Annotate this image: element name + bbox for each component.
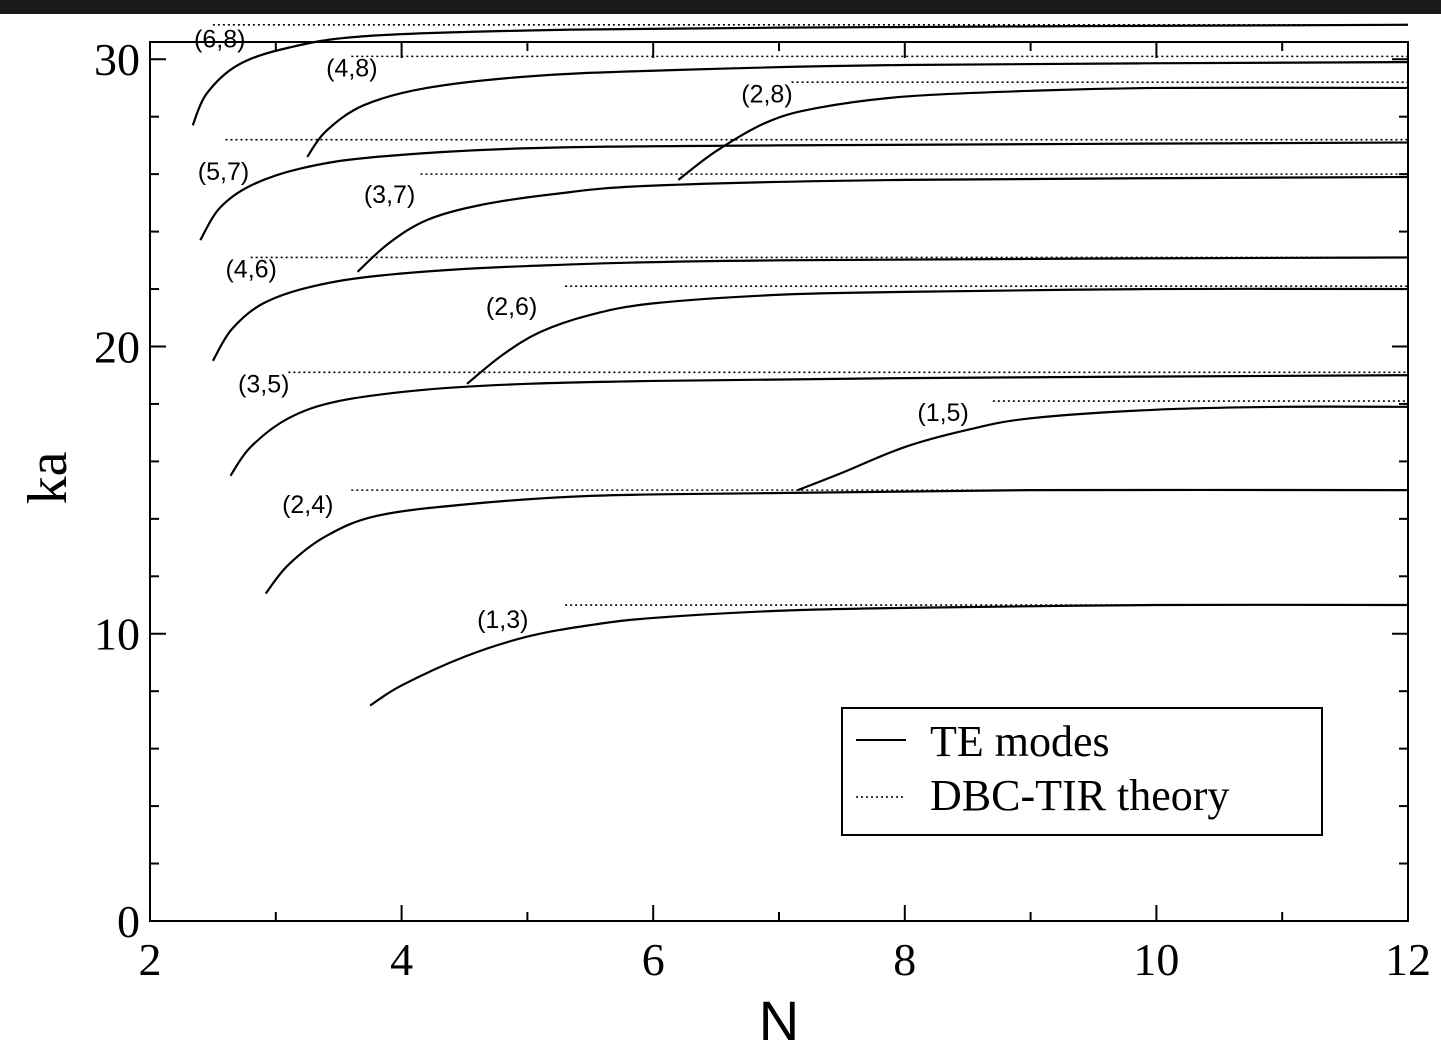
mode-label-4-8: (4,8) <box>326 54 377 82</box>
mode-label-3-7: (3,7) <box>364 181 415 209</box>
te-mode-curve-2-8 <box>677 86 1409 181</box>
te-mode-curve-1-5 <box>797 405 1409 492</box>
x-tick-label: 10 <box>1133 934 1179 985</box>
te-mode-curve-4-8 <box>306 61 1409 158</box>
mode-label-2-8: (2,8) <box>741 80 792 108</box>
tick-labels: 2 4 6 8 10 12 0 10 20 30 <box>94 34 1431 985</box>
mode-label-4-6: (4,6) <box>225 256 276 284</box>
te-mode-curve-1-3 <box>369 603 1409 707</box>
top-dark-bar <box>0 0 1441 14</box>
y-tick-label: 20 <box>94 321 140 372</box>
axis-ticks <box>149 42 1409 922</box>
te-mode-curve-5-7 <box>199 141 1409 241</box>
x-tick-label: 2 <box>139 934 162 985</box>
te-mode-curve-2-6 <box>466 287 1409 385</box>
mode-label-5-7: (5,7) <box>198 158 249 186</box>
te-mode-curve-3-5 <box>229 374 1409 477</box>
te-mode-curve-3-7 <box>356 175 1409 273</box>
te-mode-curve-6-8 <box>191 23 1409 126</box>
legend: TE modes DBC-TIR theory <box>841 707 1323 836</box>
plot-curves <box>191 23 1409 707</box>
mode-label-2-6: (2,6) <box>486 293 537 321</box>
mode-label-2-4: (2,4) <box>282 491 333 519</box>
x-axis-title: N <box>759 989 799 1050</box>
x-tick-label: 8 <box>893 934 916 985</box>
legend-label-te-modes: TE modes <box>930 717 1110 766</box>
legend-label-dbc-tir: DBC-TIR theory <box>930 771 1229 820</box>
x-tick-label: 4 <box>390 934 413 985</box>
mode-label-1-3: (1,3) <box>477 606 528 634</box>
mode-label-6-8: (6,8) <box>194 26 245 54</box>
y-tick-label: 30 <box>94 34 140 85</box>
y-axis-title: ka <box>17 451 79 504</box>
mode-label-3-5: (3,5) <box>238 370 289 398</box>
legend-box <box>841 707 1323 836</box>
x-tick-label: 12 <box>1385 934 1431 985</box>
y-tick-label: 0 <box>117 896 140 947</box>
y-tick-label: 10 <box>94 609 140 660</box>
mode-labels: (1,3) (2,4) (3,5) (4,6) (5,7) (6,8) (2,6) (3,7)… <box>194 26 969 634</box>
te-mode-curve-2-4 <box>264 488 1409 595</box>
te-mode-curve-4-6 <box>211 256 1409 362</box>
x-tick-label: 6 <box>642 934 665 985</box>
mode-label-1-5: (1,5) <box>917 399 968 427</box>
